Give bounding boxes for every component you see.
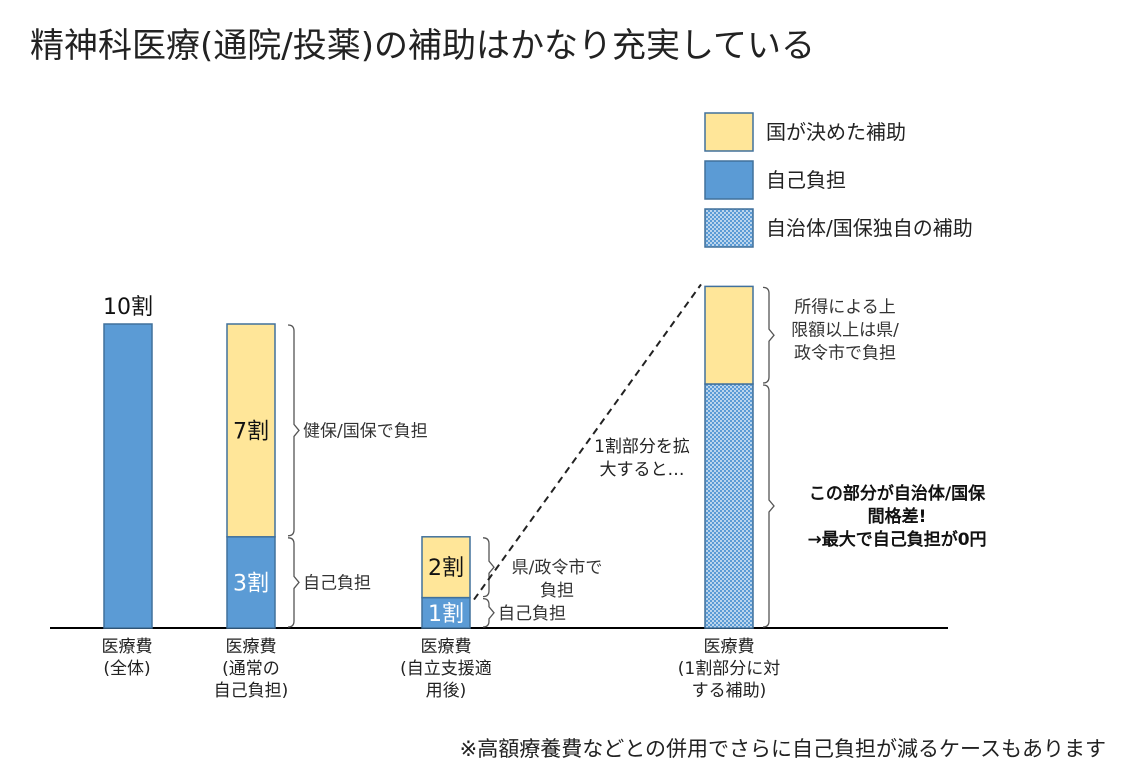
legend-swatch [704, 160, 754, 200]
zoom-connector-line [473, 283, 702, 601]
annotation-text: 自己負担 [498, 604, 566, 624]
bracket [287, 324, 300, 537]
bar-value-label: 1割 [428, 602, 464, 627]
annotation-text: 健保/国保で負担 [303, 421, 428, 441]
legend-label: 国が決めた補助 [766, 120, 906, 144]
page-title: 精神科医療(通院/投薬)の補助はかなり充実している [30, 26, 815, 66]
bracket [762, 384, 775, 628]
annotation-text: この部分が自治体/国保間格差! →最大で自己負担が0円 [807, 483, 986, 550]
zoom-note: 1割部分を拡大すると… [594, 437, 690, 480]
bar-segment [226, 323, 276, 538]
annotation-text: 所得による上限額以上は県/政令市で負担 [791, 297, 899, 363]
footnote: ※高額療養費などとの併用でさらに自己負担が減るケースもあります [459, 737, 1106, 761]
bracket [482, 537, 495, 598]
bar-segment [226, 536, 276, 629]
bar-top-label: 10割 [103, 295, 153, 320]
legend-label: 自治体/国保独自の補助 [766, 216, 973, 240]
annotation-text: 県/政令市で負担 [512, 558, 603, 601]
bar-segment [103, 323, 153, 629]
bracket [287, 537, 300, 628]
category-label: 医療費(通常の自己負担) [214, 637, 289, 701]
bracket [482, 597, 495, 628]
legend-label: 自己負担 [766, 168, 846, 192]
bar-value-label: 2割 [428, 556, 464, 581]
bar-value-label: 3割 [233, 571, 269, 596]
bar-segment [421, 536, 471, 599]
category-label: 医療費(全体) [102, 637, 153, 679]
bar-value-label: 7割 [233, 419, 269, 444]
category-label: 医療費(自立支援適用後) [400, 637, 492, 701]
category-label: 医療費(1割部分に対する補助) [678, 637, 780, 701]
legend-swatch [704, 208, 754, 248]
annotation-text: 自己負担 [303, 573, 371, 593]
legend-swatch [704, 112, 754, 152]
bracket [762, 286, 775, 384]
bar-segment [704, 285, 754, 385]
bar-segment [704, 383, 754, 629]
